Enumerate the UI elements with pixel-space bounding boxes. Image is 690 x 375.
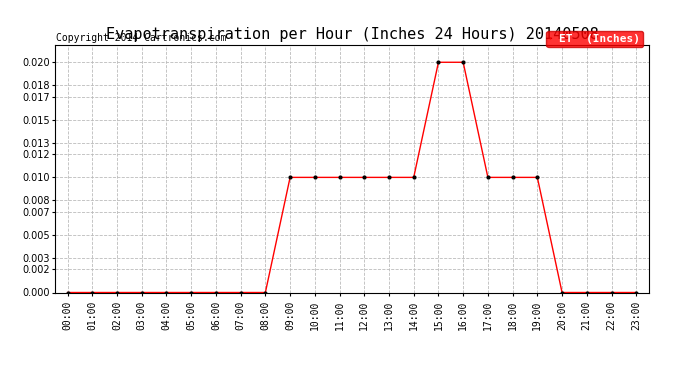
Title: Evapotranspiration per Hour (Inches 24 Hours) 20140508: Evapotranspiration per Hour (Inches 24 H… [106,27,598,42]
Legend: ET  (Inches): ET (Inches) [546,31,643,47]
Text: Copyright 2014 Cartronics.com: Copyright 2014 Cartronics.com [56,33,226,42]
